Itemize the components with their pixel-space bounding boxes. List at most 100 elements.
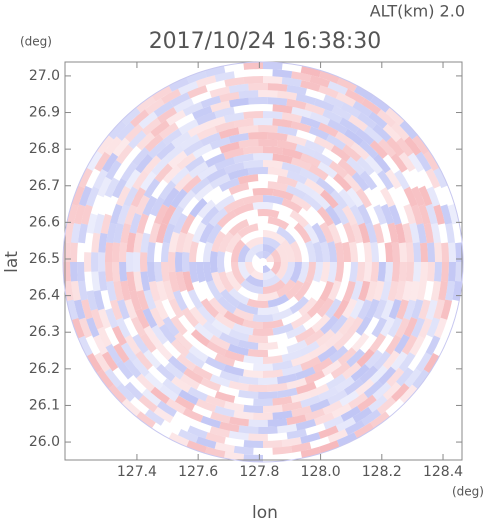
field-cell	[170, 188, 188, 209]
field-cell	[306, 298, 326, 318]
field-cell	[371, 317, 388, 338]
field-cell	[78, 317, 93, 339]
field-cell	[346, 187, 364, 208]
field-cell	[217, 296, 237, 314]
field-cell	[120, 161, 138, 182]
field-cell	[263, 404, 283, 413]
field-cell	[312, 241, 323, 262]
field-cell	[384, 262, 393, 282]
field-cell	[238, 244, 251, 262]
field-cell	[84, 252, 92, 272]
field-cell	[359, 365, 379, 384]
field-cell	[197, 305, 216, 325]
field-cell	[174, 332, 193, 351]
field-cell	[281, 364, 303, 377]
field-cell	[328, 160, 349, 179]
field-cell	[300, 446, 322, 459]
field-cell	[300, 116, 321, 129]
field-cell	[203, 262, 214, 283]
field-cell	[208, 207, 228, 227]
field-cell	[245, 274, 263, 287]
field-cell	[138, 111, 158, 129]
field-cell	[280, 262, 295, 285]
field-cell	[350, 142, 370, 161]
field-cell	[229, 97, 249, 108]
field-cell	[194, 322, 214, 341]
field-cell	[248, 419, 268, 427]
field-cell	[243, 355, 263, 364]
field-cell	[412, 369, 430, 389]
field-cell	[409, 280, 420, 302]
field-cell	[141, 388, 162, 407]
field-cell	[105, 308, 119, 329]
field-cell	[455, 242, 463, 262]
field-cell	[252, 188, 274, 196]
field-cell	[318, 425, 339, 439]
field-cell	[252, 153, 274, 161]
field-cell	[399, 384, 418, 404]
field-cell	[368, 111, 388, 129]
field-cell	[295, 93, 317, 106]
field-cell	[159, 180, 177, 201]
field-cell	[183, 367, 204, 384]
field-cell	[81, 299, 93, 320]
field-cell	[357, 112, 377, 130]
field-cell	[124, 123, 144, 143]
field-cell	[204, 65, 226, 78]
field-cell	[416, 280, 427, 301]
field-cell	[119, 262, 128, 282]
field-cell	[148, 280, 161, 302]
field-cell	[300, 80, 321, 92]
field-cell	[382, 123, 402, 143]
field-cell	[387, 317, 403, 338]
field-cell	[173, 98, 194, 114]
x-tick-label: 127.4	[117, 464, 157, 480]
field-cell	[171, 131, 191, 148]
field-cell	[150, 120, 170, 138]
field-cell	[136, 373, 155, 392]
field-cell	[295, 366, 316, 381]
field-cell	[275, 262, 288, 280]
field-cell	[433, 242, 442, 262]
field-cell	[195, 75, 217, 88]
field-cell	[341, 205, 358, 226]
field-cell	[243, 111, 263, 120]
field-cell	[433, 204, 445, 225]
field-cell	[223, 161, 245, 175]
field-cell	[232, 322, 254, 336]
field-cell	[350, 222, 364, 244]
field-cell	[385, 107, 405, 126]
field-cell	[277, 387, 298, 399]
field-cell	[380, 203, 395, 225]
field-cell	[355, 127, 375, 146]
field-cell	[317, 161, 338, 179]
field-cell	[141, 117, 162, 136]
field-cell	[233, 202, 254, 217]
field-cell	[368, 395, 388, 413]
field-cell	[161, 242, 170, 262]
field-cell	[357, 394, 377, 412]
field-cell	[197, 164, 218, 181]
field-cell	[168, 205, 185, 226]
field-cell	[369, 365, 388, 384]
field-cell	[209, 86, 231, 98]
field-cell	[300, 65, 322, 78]
y-unit: (deg)	[20, 35, 52, 49]
field-cell	[364, 349, 383, 369]
field-cell	[335, 92, 356, 107]
field-cell	[252, 328, 274, 336]
field-cell	[270, 262, 281, 275]
field-cell	[277, 125, 298, 137]
field-cell	[217, 210, 237, 228]
field-cell	[300, 432, 321, 444]
field-cell	[214, 442, 235, 453]
field-cell	[325, 298, 342, 319]
field-cell	[263, 274, 281, 287]
field-cell	[319, 315, 339, 335]
field-cell	[162, 164, 182, 184]
field-cell	[384, 242, 393, 262]
field-cell	[86, 352, 103, 374]
field-cell	[200, 298, 220, 318]
field-cell	[412, 135, 430, 155]
field-cell	[336, 432, 358, 447]
